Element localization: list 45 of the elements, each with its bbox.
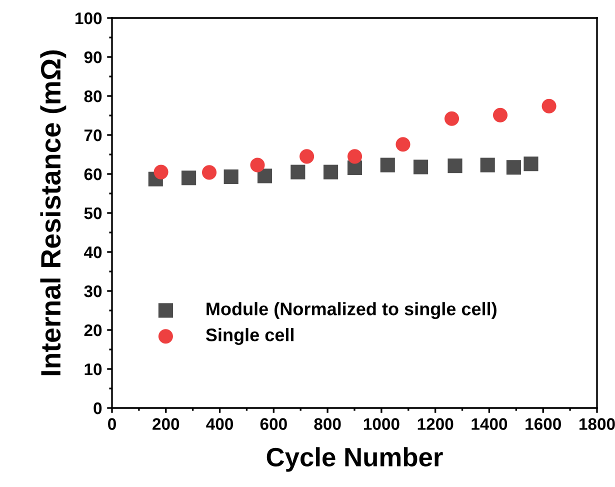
point — [506, 160, 522, 175]
x-tick-label: 600 — [260, 418, 287, 430]
point — [492, 108, 508, 122]
y-tick-label: 40 — [84, 246, 102, 258]
x-tick-label: 800 — [314, 418, 341, 430]
legend-label: Single cell — [206, 328, 294, 345]
point — [542, 98, 556, 114]
point — [396, 137, 410, 152]
point — [224, 169, 238, 184]
y-tick-label: 70 — [84, 129, 102, 142]
x-tick-label: 400 — [206, 418, 233, 430]
point — [250, 158, 265, 172]
point — [154, 164, 168, 180]
y-tick-label: 0 — [94, 402, 102, 414]
point — [380, 158, 395, 172]
y-tick-label: 50 — [84, 207, 102, 220]
point — [448, 158, 462, 174]
point — [444, 111, 460, 126]
y-axis-title: Internal Resistance (mΩ) — [40, 50, 66, 376]
point — [300, 149, 314, 164]
y-tick-label: 10 — [84, 363, 102, 376]
point — [257, 168, 272, 184]
y-tick-label: 80 — [84, 90, 102, 102]
y-tick-label: 20 — [84, 324, 102, 336]
point — [414, 160, 428, 174]
point — [202, 165, 217, 180]
point — [182, 170, 196, 186]
x-tick-label: 1800 — [580, 418, 615, 430]
x-tick-label: 0 — [108, 418, 116, 430]
x-tick-label: 200 — [152, 418, 180, 430]
legend-label: Module (Normalized to single cell) — [206, 302, 496, 320]
x-tick-label: 1400 — [472, 418, 508, 430]
x-tick-label: 1000 — [364, 418, 400, 430]
point — [324, 164, 338, 180]
x-tick-label: 1600 — [526, 418, 561, 430]
point — [524, 156, 538, 172]
point — [347, 149, 362, 164]
y-tick-label: 30 — [84, 285, 102, 298]
x-axis-title: Cycle Number — [266, 447, 443, 472]
y-tick-label: 60 — [84, 168, 102, 180]
y-tick-label: 90 — [84, 51, 102, 64]
point — [290, 164, 306, 180]
x-tick-label: 1200 — [418, 418, 454, 430]
y-tick-label: 100 — [76, 12, 102, 24]
point — [480, 158, 495, 172]
